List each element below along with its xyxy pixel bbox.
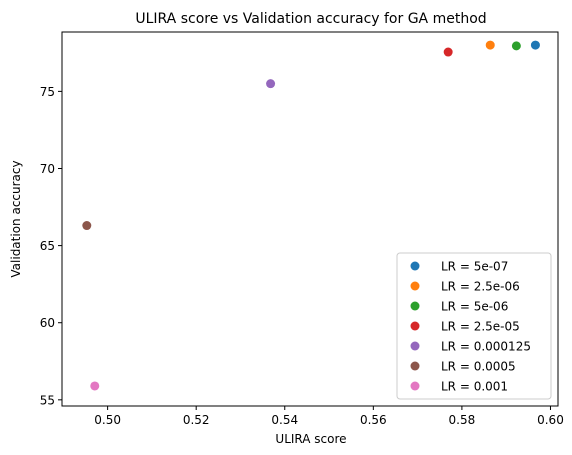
y-tick-label: 75 [40, 85, 55, 99]
plot-frame [61, 31, 559, 407]
data-point [511, 41, 521, 51]
legend-marker [410, 321, 420, 331]
legend-marker [410, 301, 420, 311]
x-axis: 0.50 0.52 0.54 0.56 0.58 0.60 [94, 406, 564, 427]
legend-label: LR = 0.001 [441, 380, 508, 394]
x-tick-label: 0.60 [537, 413, 564, 427]
data-point [266, 79, 276, 89]
y-tick-label: 70 [40, 162, 55, 176]
legend-label: LR = 2.5e-05 [441, 320, 520, 334]
legend-label: LR = 0.0005 [441, 360, 516, 374]
y-tick-label: 65 [40, 239, 55, 253]
data-point [443, 47, 453, 57]
legend-marker [410, 381, 420, 391]
data-point [82, 221, 92, 231]
x-tick-label: 0.50 [94, 413, 121, 427]
legend-marker [410, 281, 420, 291]
x-tick-label: 0.52 [183, 413, 210, 427]
x-tick-label: 0.54 [271, 413, 298, 427]
legend-box [396, 252, 552, 400]
legend-marker [410, 361, 420, 371]
data-point [530, 40, 540, 50]
x-axis-label: ULIRA score [275, 432, 346, 446]
data-point [90, 381, 100, 391]
x-tick-label: 0.56 [360, 413, 387, 427]
y-tick-label: 55 [40, 393, 55, 407]
legend-label: LR = 5e-06 [441, 300, 508, 314]
y-axis-label: Validation accuracy [9, 160, 23, 277]
y-tick-label: 60 [40, 316, 55, 330]
legend: LR = 5e-07 LR = 2.5e-06 LR = 5e-06 LR = 2.5… [396, 252, 552, 400]
legend-marker [410, 261, 420, 271]
chart-title: ULIRA score vs Validation accuracy for G… [135, 11, 486, 27]
legend-label: LR = 5e-07 [441, 260, 508, 274]
legend-label: LR = 0.000125 [441, 340, 531, 354]
x-tick-label: 0.58 [449, 413, 476, 427]
legend-marker [410, 341, 420, 351]
legend-label: LR = 2.5e-06 [441, 280, 520, 294]
plot-area [61, 31, 559, 407]
y-axis: 55 60 65 70 75 [40, 85, 62, 407]
data-point [485, 40, 495, 50]
